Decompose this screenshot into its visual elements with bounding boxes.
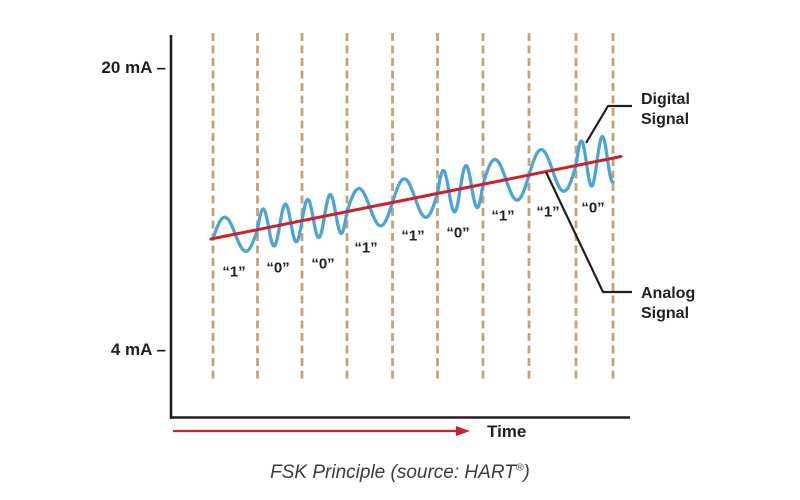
digital-signal-label-line1: Digital [641,91,690,108]
digital-signal-label-line2: Signal [641,111,690,128]
bit-value-label: “0” [266,259,290,277]
bit-value-label: “1” [536,203,560,221]
y-axis-tick-label-4ma: 4 mA – [110,340,166,359]
analog-signal-label-line1: Analog [641,285,696,302]
bit-value-label: “1” [491,207,515,225]
digital-signal-label: Digital Signal [641,90,690,130]
analog-signal-line [209,155,623,241]
caption-text: FSK Principle (source: HART [270,462,516,483]
bit-value-label: “1” [354,239,378,257]
time-axis-label: Time [487,422,527,441]
caption-registered-mark: ® [515,462,524,474]
analog-signal-label: Analog Signal [641,284,695,324]
digital-signal-wave [211,134,615,253]
caption-close-paren: ) [523,462,530,483]
bit-value-label: “0” [446,224,470,242]
time-arrow-head [456,426,470,436]
figure-caption: FSK Principle (source: HART®) [0,461,800,484]
digital-leader-line [585,104,632,144]
bit-value-label: “1” [401,227,425,245]
bit-value-label: “0” [311,255,335,273]
y-axis-tick-label-20ma: 20 mA – [101,58,166,77]
analog-leader-line [545,171,632,294]
bit-value-label: “0” [581,199,605,217]
bit-value-label: “1” [222,263,246,281]
analog-signal-label-line2: Signal [641,305,690,322]
